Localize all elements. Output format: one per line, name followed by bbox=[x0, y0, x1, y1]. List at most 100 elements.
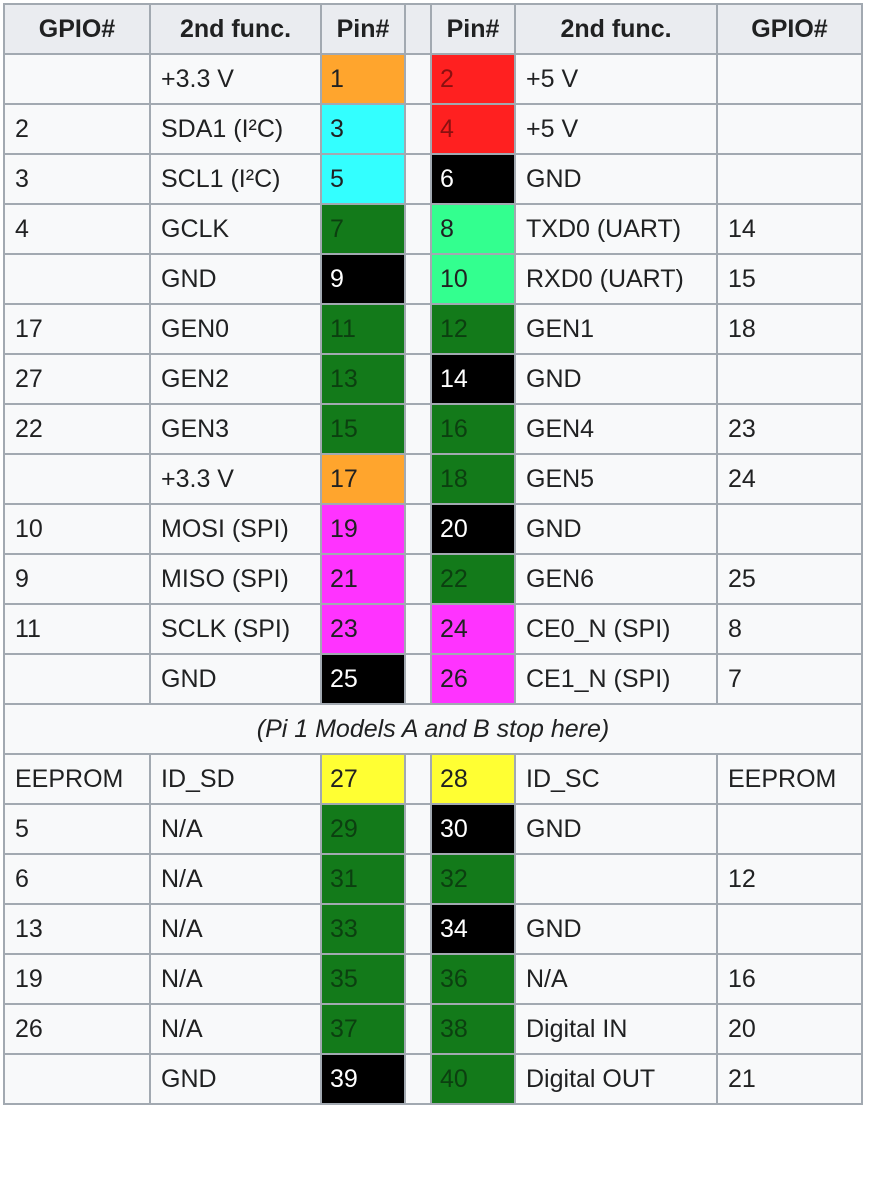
function-left: N/A bbox=[149, 953, 322, 1005]
header-gap-cell bbox=[404, 253, 432, 305]
function-right: GEN6 bbox=[514, 553, 718, 605]
pin-number-odd: 17 bbox=[320, 453, 406, 505]
function-right: +5 V bbox=[514, 103, 718, 155]
pin-number-even: 12 bbox=[430, 303, 516, 355]
gpio-number-left: 13 bbox=[3, 903, 151, 955]
gpio-number-left: 10 bbox=[3, 503, 151, 555]
header-pin-left: Pin# bbox=[320, 3, 406, 55]
pin-number-even: 30 bbox=[430, 803, 516, 855]
pin-number-odd: 31 bbox=[320, 853, 406, 905]
header-gap-cell bbox=[404, 353, 432, 405]
pin-number-odd: 29 bbox=[320, 803, 406, 855]
function-right: GEN5 bbox=[514, 453, 718, 505]
gpio-number-right: 12 bbox=[716, 853, 863, 905]
pin-number-even: 32 bbox=[430, 853, 516, 905]
function-right: ID_SC bbox=[514, 753, 718, 805]
function-right: GND bbox=[514, 803, 718, 855]
table-row: 22 GEN3 15 16 GEN4 23 bbox=[3, 403, 863, 455]
function-right: CE0_N (SPI) bbox=[514, 603, 718, 655]
gpio-number-right: 15 bbox=[716, 253, 863, 305]
function-left: N/A bbox=[149, 1003, 322, 1055]
table-row: 11 SCLK (SPI) 23 24 CE0_N (SPI) 8 bbox=[3, 603, 863, 655]
gpio-number-left bbox=[3, 653, 151, 705]
header-gap-cell bbox=[404, 1053, 432, 1105]
function-right: GND bbox=[514, 353, 718, 405]
gpio-pinout-table: GPIO# 2nd func. Pin# Pin# 2nd func. GPIO… bbox=[3, 3, 863, 1105]
function-left: N/A bbox=[149, 853, 322, 905]
pin-number-even: 34 bbox=[430, 903, 516, 955]
table-row: 4 GCLK 7 8 TXD0 (UART) 14 bbox=[3, 203, 863, 255]
header-gap-cell bbox=[404, 503, 432, 555]
header-gap-cell bbox=[404, 753, 432, 805]
gpio-number-left: 19 bbox=[3, 953, 151, 1005]
table-row: 10 MOSI (SPI) 19 20 GND bbox=[3, 503, 863, 555]
pin-number-even: 26 bbox=[430, 653, 516, 705]
gpio-number-right: 18 bbox=[716, 303, 863, 355]
pin-number-even: 18 bbox=[430, 453, 516, 505]
gpio-number-right bbox=[716, 53, 863, 105]
function-right: N/A bbox=[514, 953, 718, 1005]
gpio-number-right: 23 bbox=[716, 403, 863, 455]
pin-number-odd: 33 bbox=[320, 903, 406, 955]
pin-number-even: 6 bbox=[430, 153, 516, 205]
function-right: TXD0 (UART) bbox=[514, 203, 718, 255]
table-row: 27 GEN2 13 14 GND bbox=[3, 353, 863, 405]
gpio-number-left: EEPROM bbox=[3, 753, 151, 805]
header-func-right: 2nd func. bbox=[514, 3, 718, 55]
pin-number-even: 8 bbox=[430, 203, 516, 255]
pin-number-even: 10 bbox=[430, 253, 516, 305]
pin-number-odd: 1 bbox=[320, 53, 406, 105]
pin-number-odd: 7 bbox=[320, 203, 406, 255]
table-row: 19 N/A 35 36 N/A 16 bbox=[3, 953, 863, 1005]
gpio-number-left: 11 bbox=[3, 603, 151, 655]
header-gap-cell bbox=[404, 653, 432, 705]
function-right bbox=[514, 853, 718, 905]
function-left: N/A bbox=[149, 903, 322, 955]
pin-number-even: 4 bbox=[430, 103, 516, 155]
gpio-number-right: 14 bbox=[716, 203, 863, 255]
gpio-number-left: 6 bbox=[3, 853, 151, 905]
gpio-number-left: 17 bbox=[3, 303, 151, 355]
function-left: ID_SD bbox=[149, 753, 322, 805]
gpio-number-left: 4 bbox=[3, 203, 151, 255]
function-left: N/A bbox=[149, 803, 322, 855]
header-gap-cell bbox=[404, 203, 432, 255]
header-gap-cell bbox=[404, 53, 432, 105]
pin-number-even: 16 bbox=[430, 403, 516, 455]
table-row: 6 N/A 31 32 12 bbox=[3, 853, 863, 905]
table-row: 2 SDA1 (I²C) 3 4 +5 V bbox=[3, 103, 863, 155]
gpio-number-left bbox=[3, 1053, 151, 1105]
table-row: GND 9 10 RXD0 (UART) 15 bbox=[3, 253, 863, 305]
pin-number-even: 40 bbox=[430, 1053, 516, 1105]
table-row: 13 N/A 33 34 GND bbox=[3, 903, 863, 955]
header-row: GPIO# 2nd func. Pin# Pin# 2nd func. GPIO… bbox=[3, 3, 863, 55]
pin-number-odd: 37 bbox=[320, 1003, 406, 1055]
gpio-number-right bbox=[716, 903, 863, 955]
function-left: GND bbox=[149, 253, 322, 305]
header-gap-cell bbox=[404, 953, 432, 1005]
function-left: GND bbox=[149, 1053, 322, 1105]
gpio-number-right: 21 bbox=[716, 1053, 863, 1105]
pin-number-even: 14 bbox=[430, 353, 516, 405]
gpio-number-left: 5 bbox=[3, 803, 151, 855]
gpio-number-left: 22 bbox=[3, 403, 151, 455]
function-left: GEN0 bbox=[149, 303, 322, 355]
function-right: +5 V bbox=[514, 53, 718, 105]
gpio-number-right: 24 bbox=[716, 453, 863, 505]
header-gap-cell bbox=[404, 1003, 432, 1055]
function-right: CE1_N (SPI) bbox=[514, 653, 718, 705]
function-left: GEN2 bbox=[149, 353, 322, 405]
table-row: +3.3 V 17 18 GEN5 24 bbox=[3, 453, 863, 505]
function-left: +3.3 V bbox=[149, 453, 322, 505]
function-left: MOSI (SPI) bbox=[149, 503, 322, 555]
function-right: GND bbox=[514, 503, 718, 555]
gpio-number-left bbox=[3, 53, 151, 105]
pin-number-odd: 13 bbox=[320, 353, 406, 405]
pin-number-even: 2 bbox=[430, 53, 516, 105]
pin-number-odd: 5 bbox=[320, 153, 406, 205]
pin-number-odd: 3 bbox=[320, 103, 406, 155]
gpio-number-left: 2 bbox=[3, 103, 151, 155]
gpio-number-right: 7 bbox=[716, 653, 863, 705]
gpio-number-right: 16 bbox=[716, 953, 863, 1005]
gpio-number-left: 3 bbox=[3, 153, 151, 205]
